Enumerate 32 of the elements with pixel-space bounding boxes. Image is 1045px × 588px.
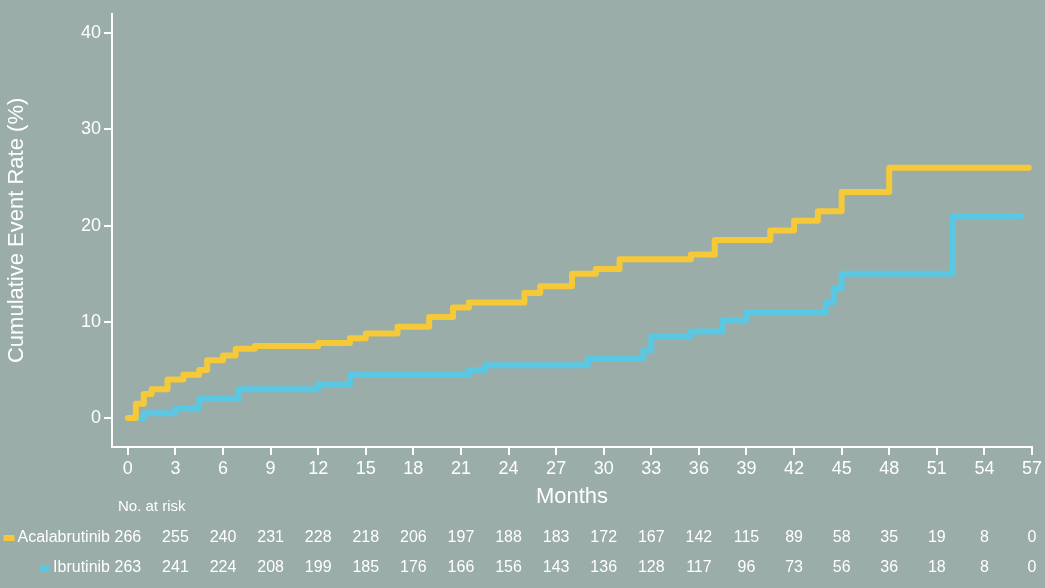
y-tick-label: 20 — [80, 214, 101, 235]
x-tick-label: 27 — [546, 457, 567, 478]
text: 266 255 240 231 228 218 206 197 188 183 172 167 142 115 89 58 35 19 8 0 — [114, 528, 1037, 546]
y-tick-label: 0 — [90, 407, 101, 428]
x-tick-label: 48 — [879, 457, 900, 478]
x-tick-label: 3 — [170, 457, 181, 478]
x-tick-label: 45 — [831, 457, 852, 478]
x-tick-label: 21 — [450, 457, 471, 478]
y-tick-label: 10 — [80, 310, 101, 331]
x-tick-label: 0 — [122, 457, 133, 478]
x-axis-title: Months — [535, 482, 609, 508]
x-tick-label: 24 — [498, 457, 519, 478]
text: No. at risk — [118, 497, 187, 515]
x-tick-label: 9 — [265, 457, 276, 478]
x-tick-label: 12 — [308, 457, 329, 478]
x-tick-label: 33 — [641, 457, 662, 478]
x-tick-label: 51 — [926, 457, 947, 478]
x-tick-label: 36 — [688, 457, 709, 478]
legend-label: Ibrutinib — [53, 558, 111, 576]
x-tick-label: 54 — [974, 457, 995, 478]
y-tick-label: 40 — [80, 22, 101, 43]
text: 263 241 224 208 199 185 176 166 156 143 136 128 117 96 73 56 36 18 8 0 — [114, 558, 1037, 576]
y-axis-title: Cumulative Event Rate (%) — [3, 97, 29, 364]
x-tick-label: 42 — [784, 457, 805, 478]
x-tick-label: 15 — [355, 457, 376, 478]
x-tick-label: 6 — [218, 457, 229, 478]
x-tick-label: 39 — [736, 457, 757, 478]
x-tick-label: 30 — [593, 457, 614, 478]
y-tick-label: 30 — [80, 118, 101, 139]
legend-label: Acalabrutinib — [17, 528, 111, 546]
x-tick-label: 57 — [1021, 457, 1042, 478]
x-tick-label: 18 — [403, 457, 424, 478]
